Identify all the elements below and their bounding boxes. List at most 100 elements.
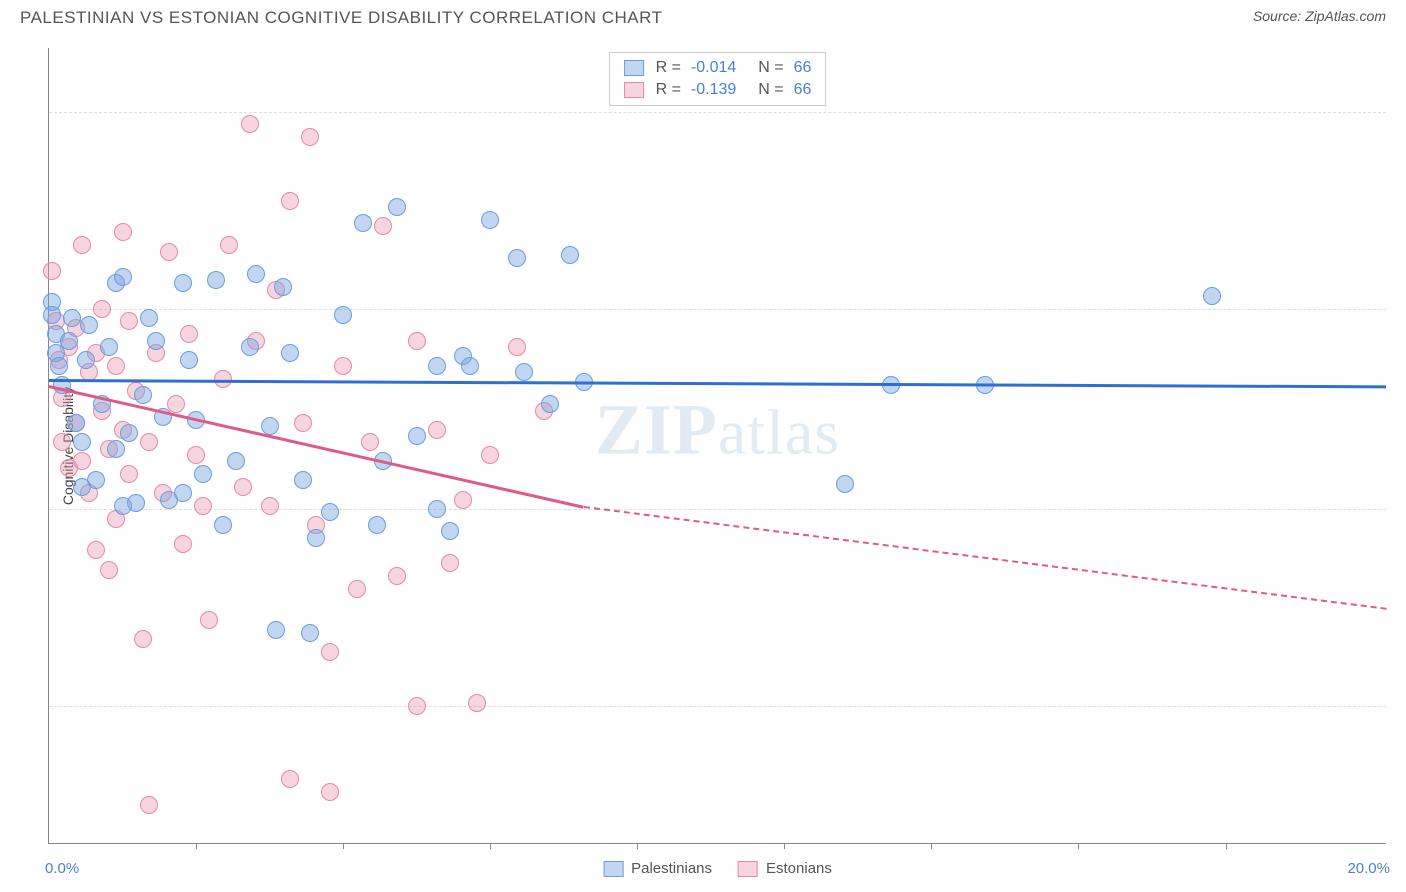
palestinian-point bbox=[73, 433, 91, 451]
palestinian-point bbox=[334, 306, 352, 324]
estonian-point bbox=[73, 452, 91, 470]
r-label: R = bbox=[656, 59, 681, 77]
chart-title: PALESTINIAN VS ESTONIAN COGNITIVE DISABI… bbox=[20, 8, 663, 28]
palestinian-point bbox=[77, 351, 95, 369]
palestinian-point bbox=[174, 484, 192, 502]
r-value: -0.014 bbox=[691, 59, 736, 77]
chart-area: Cognitive Disability 6.3%12.5%18.8%25.0%… bbox=[48, 48, 1386, 844]
estonian-point bbox=[361, 433, 379, 451]
estonian-point bbox=[214, 370, 232, 388]
estonian-point bbox=[294, 414, 312, 432]
x-tick bbox=[637, 843, 638, 849]
palestinian-point bbox=[100, 338, 118, 356]
stats-row: R =-0.139N =66 bbox=[624, 79, 812, 101]
x-tick bbox=[784, 843, 785, 849]
palestinian-point bbox=[43, 306, 61, 324]
estonian-point bbox=[281, 770, 299, 788]
palestinian-point bbox=[227, 452, 245, 470]
palestinian-point bbox=[294, 471, 312, 489]
palestinian-point bbox=[241, 338, 259, 356]
estonian-point bbox=[508, 338, 526, 356]
palestinian-point bbox=[207, 271, 225, 289]
estonian-point bbox=[321, 783, 339, 801]
estonian-point bbox=[220, 236, 238, 254]
palestinian-point bbox=[67, 414, 85, 432]
palestinian-point bbox=[180, 351, 198, 369]
trend-line bbox=[49, 379, 1386, 388]
y-tick-label: 12.5% bbox=[1396, 501, 1406, 518]
palestinian-point bbox=[428, 500, 446, 518]
gridline bbox=[49, 112, 1386, 113]
estonian-point bbox=[73, 236, 91, 254]
gridline bbox=[49, 309, 1386, 310]
estonian-point bbox=[468, 694, 486, 712]
y-tick-label: 6.3% bbox=[1396, 698, 1406, 715]
palestinian-point bbox=[354, 214, 372, 232]
palestinian-point bbox=[73, 478, 91, 496]
palestinian-point bbox=[134, 386, 152, 404]
estonian-point bbox=[87, 541, 105, 559]
estonian-point bbox=[93, 300, 111, 318]
estonian-point bbox=[441, 554, 459, 572]
estonian-point bbox=[388, 567, 406, 585]
palestinian-point bbox=[561, 246, 579, 264]
x-tick bbox=[1078, 843, 1079, 849]
palestinian-point bbox=[541, 395, 559, 413]
palestinian-point bbox=[174, 274, 192, 292]
palestinian-point bbox=[63, 309, 81, 327]
palestinian-point bbox=[274, 278, 292, 296]
estonian-point bbox=[334, 357, 352, 375]
gridline bbox=[49, 509, 1386, 510]
estonian-point bbox=[454, 491, 472, 509]
palestinian-point bbox=[194, 465, 212, 483]
palestinian-point bbox=[1203, 287, 1221, 305]
palestinian-point bbox=[441, 522, 459, 540]
series-legend: Palestinians Estonians bbox=[603, 860, 832, 877]
estonian-point bbox=[241, 115, 259, 133]
palestinian-point bbox=[50, 357, 68, 375]
r-value: -0.139 bbox=[691, 81, 736, 99]
x-tick bbox=[343, 843, 344, 849]
estonian-point bbox=[200, 611, 218, 629]
estonian-point bbox=[120, 312, 138, 330]
estonian-point bbox=[134, 630, 152, 648]
x-axis-max-label: 20.0% bbox=[1347, 860, 1390, 877]
palestinian-point bbox=[481, 211, 499, 229]
estonian-point bbox=[107, 357, 125, 375]
palestinian-point bbox=[307, 529, 325, 547]
estonian-point bbox=[187, 446, 205, 464]
legend-swatch bbox=[603, 861, 623, 877]
estonian-point bbox=[114, 223, 132, 241]
legend-label: Estonians bbox=[766, 860, 832, 877]
estonian-point bbox=[120, 465, 138, 483]
legend-item: Palestinians bbox=[603, 860, 712, 877]
estonian-point bbox=[261, 497, 279, 515]
estonian-point bbox=[348, 580, 366, 598]
palestinian-point bbox=[368, 516, 386, 534]
legend-swatch bbox=[738, 861, 758, 877]
palestinian-point bbox=[80, 316, 98, 334]
estonian-point bbox=[140, 796, 158, 814]
estonian-point bbox=[281, 192, 299, 210]
stats-row: R =-0.014N =66 bbox=[624, 57, 812, 79]
palestinian-point bbox=[428, 357, 446, 375]
estonian-point bbox=[43, 262, 61, 280]
palestinian-point bbox=[267, 621, 285, 639]
palestinian-point bbox=[114, 268, 132, 286]
x-tick bbox=[1226, 843, 1227, 849]
y-tick-label: 18.8% bbox=[1396, 300, 1406, 317]
estonian-point bbox=[160, 243, 178, 261]
estonian-point bbox=[180, 325, 198, 343]
estonian-point bbox=[234, 478, 252, 496]
estonian-point bbox=[374, 217, 392, 235]
n-label: N = bbox=[758, 81, 783, 99]
palestinian-point bbox=[60, 332, 78, 350]
estonian-point bbox=[408, 332, 426, 350]
legend-item: Estonians bbox=[738, 860, 832, 877]
palestinian-point bbox=[147, 332, 165, 350]
legend-swatch bbox=[624, 82, 644, 98]
stats-legend: R =-0.014N =66R =-0.139N =66 bbox=[609, 52, 827, 106]
palestinian-point bbox=[836, 475, 854, 493]
gridline bbox=[49, 706, 1386, 707]
r-label: R = bbox=[656, 81, 681, 99]
